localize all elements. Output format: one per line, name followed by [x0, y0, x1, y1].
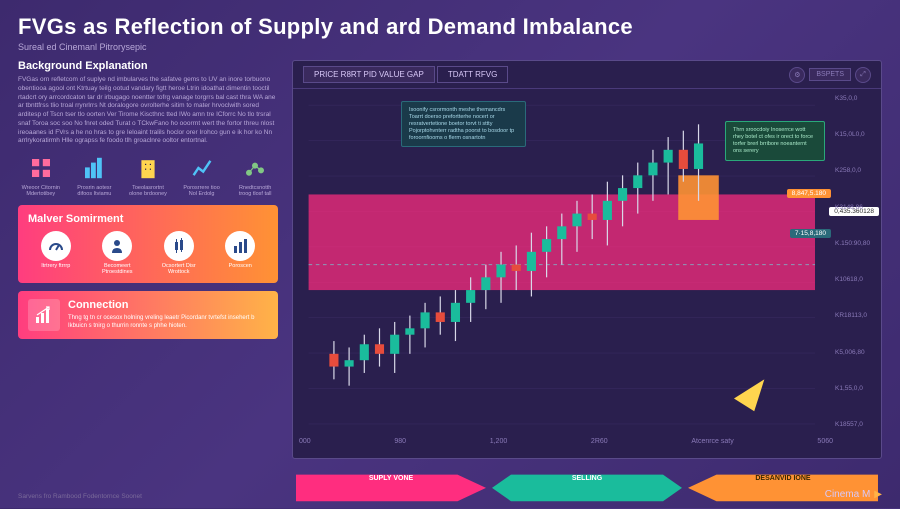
background-section: Background Explanation FVGas orn refletc…: [18, 60, 278, 197]
graph-icon: [241, 154, 269, 182]
bars-icon: [80, 154, 108, 182]
sentiment-item: Itrtrery ftrrrp: [28, 231, 84, 275]
sentiment-label: Poroscen: [229, 263, 252, 269]
callout-2: Thrn sroocdoiy Inoserrce wott rhey botel…: [725, 121, 825, 161]
callout-1: Isoonify csrormonth meshe themancdrs Toa…: [401, 101, 526, 147]
x-tick: 980: [394, 438, 406, 452]
feature-item: Wreoor Citornin Mdertotibey: [18, 154, 64, 197]
x-tick: 2R60: [591, 438, 608, 452]
sentiment-icons: Itrtrery ftrrrp Becomeert Ptroestdines Ocs…: [28, 231, 268, 275]
controls-label[interactable]: BSPETS: [809, 68, 851, 81]
zone-suply vone: SUPLY VONE: [296, 467, 486, 489]
sentiment-heading: Malver Somirment: [28, 213, 268, 225]
sentiment-label: Ocsortert Disr Wrottock: [151, 263, 207, 275]
sentiment-item: Ocsortert Disr Wrottock: [151, 231, 207, 275]
x-tick: Atcenrce saty: [691, 438, 733, 452]
building-icon: [134, 154, 162, 182]
feature-label: Prosrin aotesr difoos Itviamu: [72, 185, 118, 197]
meter-icon: [41, 231, 71, 261]
connection-text: Thng tg tn cr ocesox holning vreling lea…: [68, 315, 268, 331]
y-tick: K258,0,0: [835, 167, 879, 174]
y-tick: K10618,0: [835, 276, 879, 283]
chart-area: Isoonify csrormonth meshe themancdrs Toa…: [293, 89, 881, 458]
expand-icon[interactable]: ⤢: [855, 67, 871, 83]
feature-label: Porosrrere tioo Nol Erdolg: [179, 185, 225, 197]
y-tick: K5,006,80: [835, 349, 879, 356]
y-tick: K35,0,0: [835, 95, 879, 102]
y-tick: KR18113,0: [835, 312, 879, 319]
zone-label: SUPLY VONE: [369, 475, 413, 482]
y-tick: K18557,0: [835, 421, 879, 428]
x-tick: 1,200: [490, 438, 508, 452]
tab-price[interactable]: PRICE R8RT PID VALUE GAP: [303, 66, 435, 83]
feature-item: Porosrrere tioo Nol Erdolg: [179, 154, 225, 197]
chart-panel: PRICE R8RT PID VALUE GAP TDATT RFVG ⚙ BS…: [292, 60, 882, 459]
bars2-icon: [225, 231, 255, 261]
background-heading: Background Explanation: [18, 60, 278, 72]
zone-selling: SELLING: [492, 467, 682, 489]
feature-item: Rnedtcsnotth troog tlosf tall: [232, 154, 278, 197]
zone-arrows: SUPLY VONE SELLING DESANVID IONE: [292, 467, 882, 489]
y-tick: K1,55,0,0: [835, 385, 879, 392]
brand: Cinema M ▶: [825, 489, 882, 500]
brand-icon: ▶: [874, 489, 882, 500]
connection-box: Connection Thng tg tn cr ocesox holning …: [18, 291, 278, 339]
sentiment-box: Malver Somirment Itrtrery ftrrrp Becomeer…: [18, 205, 278, 283]
features-row: Wreoor Citornin Mdertotibey Prosrin aotes…: [18, 154, 278, 197]
y-tick: K.150:90,80: [835, 240, 879, 247]
person-icon: [102, 231, 132, 261]
page-subtitle: Sureal ed Cinemanl Pitrorysepic: [18, 42, 882, 52]
sentiment-item: Poroscen: [213, 231, 269, 275]
left-column: Background Explanation FVGas orn refletc…: [18, 60, 278, 489]
chart-icon: [188, 154, 216, 182]
brand-label: Cinema M: [825, 489, 871, 500]
price-tag-1: 7·15,8,180: [790, 229, 831, 238]
zone-label: DESANVID IONE: [755, 475, 810, 482]
connection-heading: Connection: [68, 299, 268, 311]
page-title: FVGs as Reflection of Supply and ard Dem…: [18, 14, 882, 40]
feature-item: Toeolasrortnt olone brdooney: [125, 154, 171, 197]
candle-icon: [164, 231, 194, 261]
chart-tabs: PRICE R8RT PID VALUE GAP TDATT RFVG: [303, 66, 508, 83]
settings-icon[interactable]: ⚙: [789, 67, 805, 83]
x-tick: 000: [299, 438, 311, 452]
price-tag-2: 8,847,5.180: [787, 189, 831, 198]
background-text: FVGas orn refletcom of suplye nd imbular…: [18, 76, 278, 146]
tab-fvg[interactable]: TDATT RFVG: [437, 66, 508, 83]
sentiment-label: Itrtrery ftrrrp: [41, 263, 70, 269]
sentiment-label: Becomeert Ptroestdines: [90, 263, 146, 275]
x-axis: 000 980 1,200 2R60 Atcenrce saty 5060: [299, 438, 833, 452]
header: FVGs as Reflection of Supply and ard Dem…: [18, 14, 882, 52]
grid-icon: [27, 154, 55, 182]
zone-label: SELLING: [572, 475, 602, 482]
sentiment-item: Becomeert Ptroestdines: [90, 231, 146, 275]
feature-item: Prosrin aotesr difoos Itviamu: [72, 154, 118, 197]
feature-label: Toeolasrortnt olone brdooney: [125, 185, 171, 197]
y-tick: K3148,86: [835, 204, 879, 211]
zone-desanvid ione: DESANVID IONE: [688, 467, 878, 489]
chart-header: PRICE R8RT PID VALUE GAP TDATT RFVG ⚙ BS…: [293, 61, 881, 89]
chart-controls: ⚙ BSPETS ⤢: [789, 67, 871, 83]
x-tick: 5060: [817, 438, 833, 452]
feature-label: Wreoor Citornin Mdertotibey: [18, 185, 64, 197]
y-tick: K15,0L0,0: [835, 131, 879, 138]
feature-label: Rnedtcsnotth troog tlosf tall: [232, 185, 278, 197]
connection-icon: [28, 299, 60, 331]
y-axis: K35,0,0 K15,0L0,0 K258,0,0 K3148,86 K.150:90…: [835, 95, 879, 428]
